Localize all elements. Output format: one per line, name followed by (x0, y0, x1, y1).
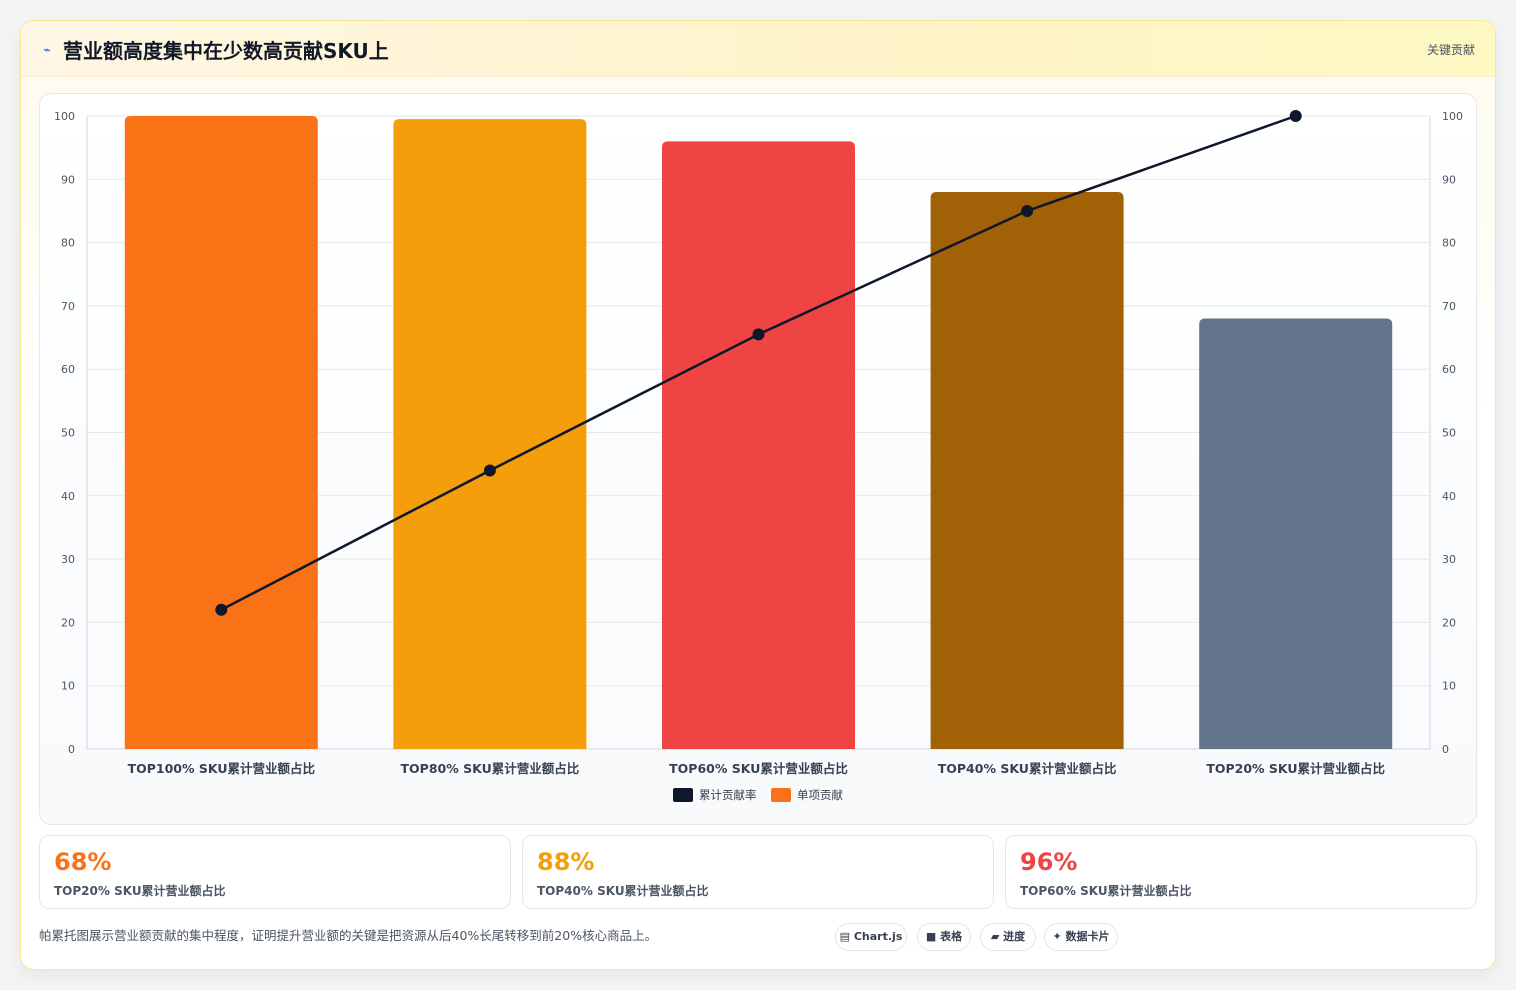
stat-label: TOP60% SKU累计营业额占比 (1020, 884, 1192, 898)
y-tick-label: 30 (61, 553, 75, 566)
y2-tick-label: 100 (1442, 110, 1463, 123)
y2-tick-label: 80 (1442, 237, 1456, 250)
footer-note: 帕累托图展示营业额贡献的集中程度，证明提升营业额的关键是把资源从后40%长尾转移… (39, 928, 658, 943)
line-point (215, 603, 228, 616)
bar (662, 141, 855, 749)
y2-tick-label: 30 (1442, 553, 1456, 566)
line-point (1289, 110, 1302, 122)
y2-tick-label: 70 (1442, 300, 1456, 313)
line-point (752, 328, 765, 341)
stat-cards: 68% TOP20% SKU累计营业额占比 88% TOP40% SKU累计营业… (39, 835, 1477, 909)
card-header: ⌁ 营业额高度集中在少数高贡献SKU上 关键贡献 (21, 21, 1495, 77)
y-tick-label: 50 (61, 427, 75, 440)
y-tick-label: 80 (61, 237, 75, 250)
y2-tick-label: 0 (1442, 743, 1449, 756)
y-tick-label: 70 (61, 300, 75, 313)
stat-value: 88% (537, 848, 595, 876)
legend-label: 累计贡献率 (699, 788, 757, 802)
legend-label: 单项贡献 (797, 788, 843, 802)
stat-card: 88% TOP40% SKU累计营业额占比 (522, 835, 994, 909)
x-tick-label: TOP20% SKU累计营业额占比 (1206, 761, 1385, 776)
chip-chartjs[interactable]: ▤ Chart.js (835, 923, 907, 951)
chart-panel: 0 10 20 30 40 50 60 70 80 90 100 0 10 20 30 40 50 60 70 80 9… (39, 93, 1477, 825)
chip-table[interactable]: ■ 表格 (917, 923, 971, 951)
x-tick-label: TOP40% SKU累计营业额占比 (938, 761, 1117, 776)
y-tick-label: 0 (68, 743, 75, 756)
stat-value: 96% (1020, 848, 1078, 876)
x-tick-label: TOP80% SKU累计营业额占比 (401, 761, 580, 776)
table-icon: ■ (925, 930, 937, 943)
legend[interactable]: 累计贡献率 单项贡献 (673, 788, 843, 802)
axis-labels: 0 10 20 30 40 50 60 70 80 90 100 0 10 20 30 40 50 60 70 80 9… (54, 110, 1463, 776)
chart-icon: ⌁ (43, 43, 51, 58)
y-tick-label: 100 (54, 110, 75, 123)
y2-tick-label: 50 (1442, 427, 1456, 440)
legend-item[interactable]: 累计贡献率 (673, 788, 757, 802)
bar (930, 191, 1124, 750)
y2-tick-label: 40 (1442, 490, 1456, 503)
pareto-chart: 0 10 20 30 40 50 60 70 80 90 100 0 10 20 30 40 50 60 70 80 9… (54, 110, 1463, 802)
y2-tick-label: 60 (1442, 363, 1456, 376)
page-title: 营业额高度集中在少数高贡献SKU上 (63, 39, 389, 63)
y-tick-label: 90 (61, 173, 75, 186)
dashboard-card: ⌁ 营业额高度集中在少数高贡献SKU上 关键贡献 0 10 20 30 40 50 60 70… (20, 20, 1496, 970)
legend-swatch (673, 788, 693, 802)
y-tick-label: 40 (61, 490, 75, 503)
stat-label: TOP20% SKU累计营业额占比 (54, 884, 226, 898)
y2-tick-label: 20 (1442, 616, 1456, 629)
x-tick-label: TOP100% SKU累计营业额占比 (128, 761, 316, 776)
stat-card: 68% TOP20% SKU累计营业额占比 (39, 835, 511, 909)
bar (393, 119, 587, 750)
chip-label: Chart.js (853, 930, 903, 943)
line-series (215, 110, 1302, 616)
stat-value: 68% (54, 848, 112, 876)
bar (1199, 318, 1393, 749)
chip-progress[interactable]: ▰ 进度 (980, 923, 1036, 951)
y-tick-label: 10 (61, 680, 75, 693)
stat-card: 96% TOP60% SKU累计营业额占比 (1005, 835, 1477, 909)
y2-tick-label: 10 (1442, 680, 1456, 693)
chip-label: 表格 (940, 930, 963, 943)
progress-icon: ▰ (990, 930, 1000, 943)
chip-label: 数据卡片 (1065, 930, 1110, 943)
card-icon: ✦ (1052, 930, 1062, 943)
card-body: 0 10 20 30 40 50 60 70 80 90 100 0 10 20 30 40 50 60 70 80 9… (21, 77, 1495, 969)
line-point (1021, 204, 1034, 217)
x-tick-label: TOP60% SKU累计营业额占比 (669, 761, 848, 776)
bar-series (124, 116, 1393, 750)
bar (124, 116, 318, 749)
legend-swatch (771, 788, 791, 802)
chart-icon: ▤ (839, 930, 851, 943)
legend-item[interactable]: 单项贡献 (771, 788, 843, 802)
chip-data-card[interactable]: ✦ 数据卡片 (1044, 923, 1118, 951)
y-tick-label: 60 (61, 363, 75, 376)
line-point (483, 464, 496, 477)
y-tick-label: 20 (61, 616, 75, 629)
stat-label: TOP40% SKU累计营业额占比 (537, 884, 709, 898)
header-tag: 关键贡献 (1426, 43, 1475, 57)
y2-tick-label: 90 (1442, 173, 1456, 186)
chip-label: 进度 (1003, 930, 1026, 943)
